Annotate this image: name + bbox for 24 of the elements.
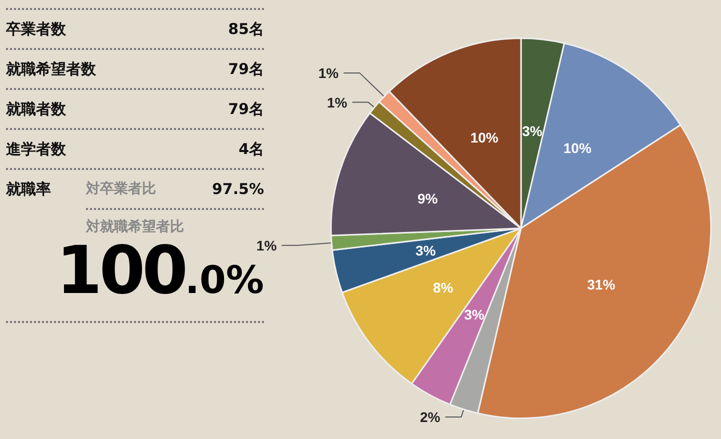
data-label: 3% <box>415 242 436 259</box>
data-label: 31% <box>587 276 616 293</box>
data-label: 2% <box>420 409 441 426</box>
data-label: 1% <box>318 64 340 81</box>
data-label: 10% <box>563 140 592 156</box>
data-label: 9% <box>417 190 438 207</box>
data-label: 3% <box>522 122 543 139</box>
text: 79名 <box>228 100 264 118</box>
text: 就職希望者数 <box>6 60 96 78</box>
text: 就職者数 <box>6 100 66 118</box>
data-label: 3% <box>464 306 485 322</box>
data-label: 1% <box>256 237 278 254</box>
text: 85名 <box>228 20 264 38</box>
text: 4名 <box>238 140 264 158</box>
text: 卒業者数 <box>6 20 66 38</box>
data-label: 8% <box>432 280 454 296</box>
text: 進学者数 <box>6 140 66 158</box>
text: 就職率 <box>6 180 52 198</box>
text: 対就職希望者比 <box>86 208 264 236</box>
text: 97.5% <box>212 180 264 198</box>
data-label: 1% <box>327 94 348 110</box>
data-label: 10% <box>470 129 499 146</box>
text: 79名 <box>228 60 264 78</box>
text: 対卒業者比 <box>86 180 157 198</box>
